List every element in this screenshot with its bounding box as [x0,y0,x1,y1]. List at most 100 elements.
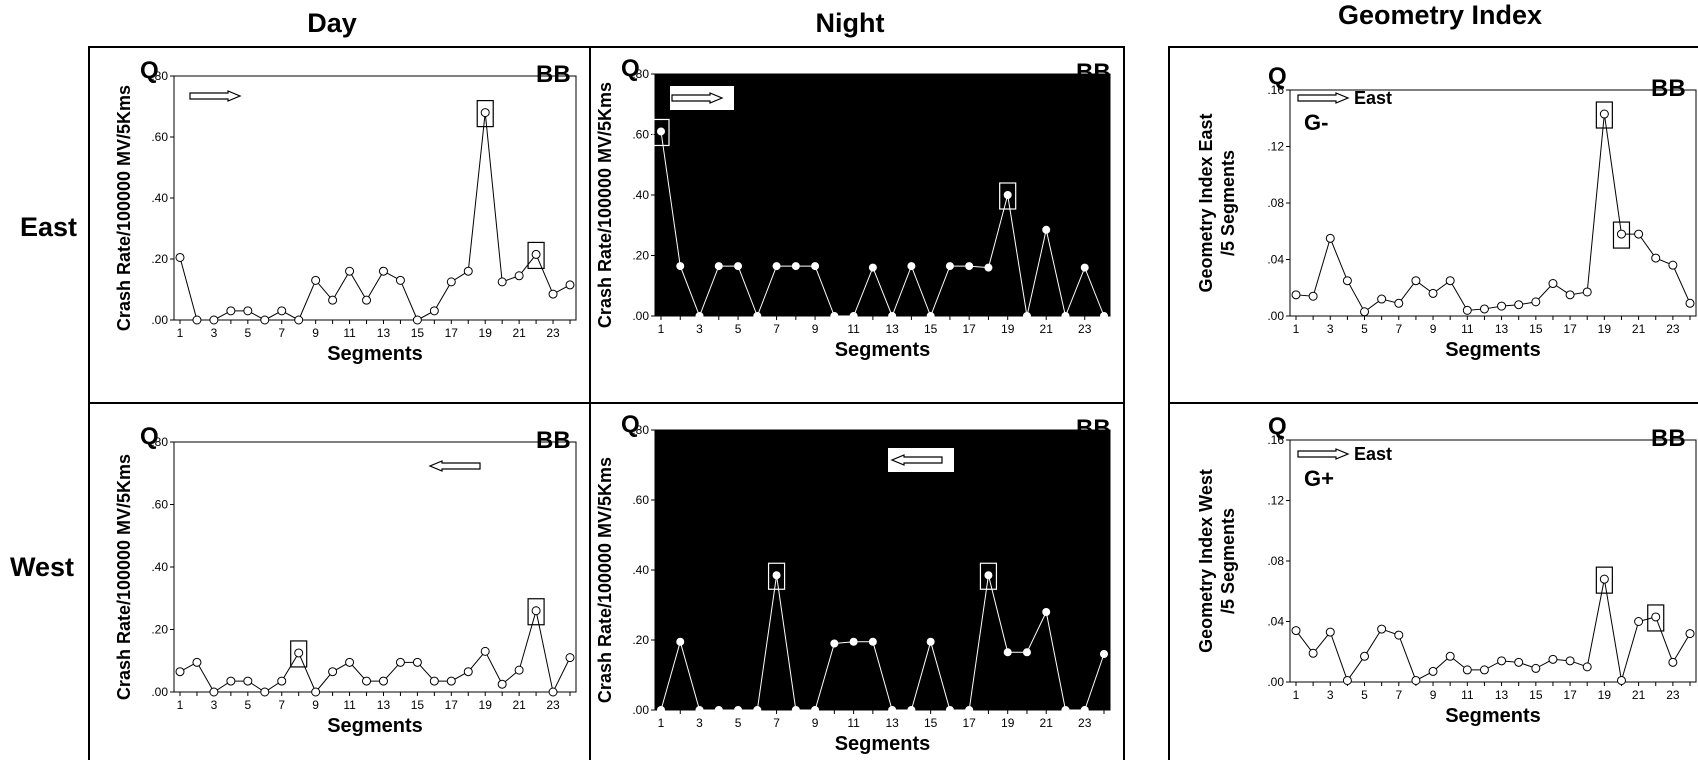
highlight-box [476,99,494,128]
x-tick-label: 3 [1327,322,1334,336]
highlight-box [999,182,1017,210]
data-point [1668,260,1678,270]
data-point [395,275,405,285]
data-point [753,706,762,714]
data-point [1411,276,1421,286]
grid-right-of-night [1123,46,1125,760]
data-point [1061,706,1070,714]
data-point [1394,298,1404,308]
x-tick-label: 9 [1430,322,1437,336]
chart-geometry-east: .00.04.08.12.161 3 5 7 9 11 13 15 17 19 21 23Segmen… [1196,63,1697,361]
data-point [277,306,287,316]
x-tick-label: 15 [1529,688,1543,702]
y-axis-label: Crash Rate/100000 MV/5Kms [595,457,615,703]
data-point [1080,263,1089,272]
data-point [695,312,704,320]
corner-label-bb: BB [1076,59,1111,86]
x-axis-label: Segments [835,339,931,361]
data-point [734,262,743,271]
data-point [1582,662,1592,672]
y-tick-label: .80 [151,435,168,449]
data-point [1479,665,1489,675]
highlight-box [1595,566,1613,594]
plot-area [654,73,1111,317]
chart-night-west: .00.20.40.60.801 3 5 7 9 11 13 15 17 19 21 23Segmen… [595,411,1111,755]
data-point [1462,305,1472,315]
y-axis-label: Crash Rate/100000 MV/5Kms [595,82,615,328]
grid-mid-left [88,402,1124,404]
x-tick-label: 13 [885,322,899,336]
data-point [965,706,974,714]
x-tick-label: 1 [1293,322,1300,336]
data-point [1360,651,1370,661]
chart-geometry-west: .00.04.08.12.161 3 5 7 9 11 13 15 17 19 21 23Segmen… [1196,413,1697,727]
data-point [772,262,781,271]
y-tick-label: .20 [632,633,649,647]
data-point [480,646,490,656]
grid-top-geometry [1168,46,1698,48]
x-tick-label: 23 [1666,688,1680,702]
data-point [531,249,541,259]
data-point [1308,648,1318,658]
y-axis-label: Geometry Index West [1196,469,1216,653]
x-tick-label: 3 [211,326,218,340]
x-tick-label: 5 [735,716,742,730]
column-header-geometry: Geometry Index [1337,0,1543,30]
data-point [514,271,524,281]
data-point [1428,288,1438,298]
data-point [791,262,800,271]
data-point [243,306,253,316]
corner-label-q: Q [1268,413,1287,440]
data-point [1360,307,1370,317]
x-tick-label: 1 [177,698,184,712]
corner-label-q: Q [140,57,159,84]
row-header-west: West [10,552,75,582]
data-point [1531,663,1541,673]
data-point [849,312,858,320]
data-point [1100,312,1108,320]
data-point [1042,225,1051,234]
x-tick-label: 19 [1598,322,1612,336]
x-tick-label: 3 [1327,688,1334,702]
x-tick-label: 13 [885,716,899,730]
data-point [1308,291,1318,301]
x-tick-label: 5 [735,322,742,336]
arrow-shape [1297,448,1350,460]
x-tick-label: 1 [658,716,665,730]
data-point [965,262,974,271]
arrow-shape [671,92,724,104]
x-tick-label: 19 [1001,322,1015,336]
grid-left [88,46,90,760]
chart-day-east: .00.20.40.60.801 3 5 7 9 11 13 15 17 19 21 23Segmen… [114,57,577,365]
arrow-shape [428,460,481,472]
y-tick-label: .00 [1267,675,1284,689]
x-tick-label: 9 [1430,688,1437,702]
y-tick-label: .60 [632,128,649,142]
data-point [1377,294,1387,304]
y-tick-label: .08 [1267,554,1284,568]
corner-label-bb: BB [1076,415,1111,442]
x-tick-label: 11 [1461,688,1474,702]
x-tick-label: 1 [658,322,665,336]
data-point [1531,297,1541,307]
data-point [753,312,762,320]
data-point [1291,290,1301,300]
data-point [907,262,916,271]
data-point [209,315,219,325]
corner-label-bb: BB [536,427,571,454]
x-tick-label: 11 [1461,322,1474,336]
data-point [945,706,954,714]
x-axis-label: Segments [1445,705,1541,727]
highlight-box [290,640,308,668]
data-point [311,687,321,697]
data-point [695,706,704,714]
data-point [463,266,473,276]
data-point [1651,612,1661,622]
x-tick-label: 11 [343,698,356,712]
x-tick-label: 15 [411,698,425,712]
x-tick-label: 7 [773,716,780,730]
data-point [429,306,439,316]
data-point [1599,574,1609,584]
y-tick-label: .08 [1267,196,1284,210]
x-tick-label: 19 [1598,688,1612,702]
